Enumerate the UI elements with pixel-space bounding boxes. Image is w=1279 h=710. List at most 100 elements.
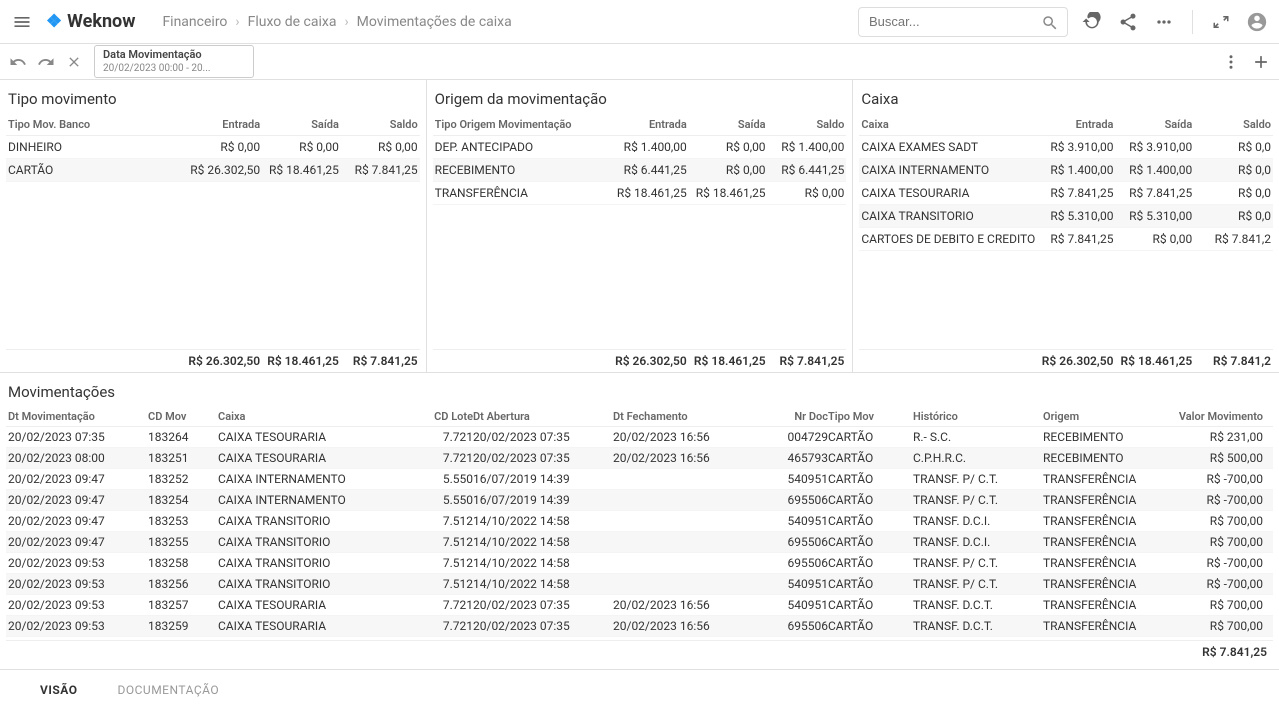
- cell-saldo: R$ 0,0: [1192, 163, 1271, 177]
- cell-saida: R$ 5.310,00: [1113, 209, 1192, 223]
- col-header[interactable]: Saldo: [766, 118, 845, 131]
- cell-tipo: CARTÃO: [828, 430, 913, 444]
- table-row[interactable]: CARTOES DE DEBITO E CREDITOR$ 7.841,25R$…: [859, 228, 1273, 251]
- col-header[interactable]: Tipo Mov. Banco: [8, 118, 181, 131]
- table-row[interactable]: 20/02/2023 09:53183258CAIXA TRANSITORIO7…: [6, 553, 1273, 574]
- redo-icon[interactable]: [36, 52, 56, 72]
- col-header[interactable]: Entrada: [1035, 118, 1114, 131]
- cell-tipo: CARTÃO: [828, 472, 913, 486]
- share-icon[interactable]: [1116, 10, 1140, 34]
- col-header[interactable]: CD Mov: [148, 410, 218, 423]
- collapse-icon[interactable]: [1209, 10, 1233, 34]
- filter-chip-date[interactable]: Data Movimentação 20/02/2023 00:00 - 20.…: [94, 45, 254, 78]
- close-icon[interactable]: [64, 52, 84, 72]
- col-header[interactable]: Caixa: [861, 118, 1034, 131]
- table-row[interactable]: CAIXA INTERNAMENTOR$ 1.400,00R$ 1.400,00…: [859, 159, 1273, 182]
- col-header[interactable]: CD Lote: [413, 410, 473, 423]
- cell-valor: R$ 700,00: [1163, 514, 1263, 528]
- table-row[interactable]: 20/02/2023 09:53183259CAIXA TESOURARIA7.…: [6, 616, 1273, 637]
- cell-hist: TRANSF. P/ C.T.: [913, 493, 1043, 507]
- cell-caixa: CAIXA TRANSITORIO: [218, 514, 413, 528]
- cell-saida: R$ 1.400,00: [1113, 163, 1192, 177]
- col-header[interactable]: Histórico: [913, 410, 1043, 423]
- table-row[interactable]: CARTÃOR$ 26.302,50R$ 18.461,25R$ 7.841,2…: [6, 159, 420, 182]
- search-wrap: [858, 7, 1068, 37]
- cell-nr: 465793: [753, 451, 828, 465]
- cell-valor: R$ 700,00: [1163, 619, 1263, 633]
- breadcrumb-item[interactable]: Fluxo de caixa: [248, 14, 337, 30]
- undo-icon[interactable]: [8, 52, 28, 72]
- table-row[interactable]: DEP. ANTECIPADOR$ 1.400,00R$ 0,00R$ 1.40…: [433, 136, 847, 159]
- account-icon[interactable]: [1245, 10, 1269, 34]
- col-header[interactable]: Origem: [1043, 410, 1163, 423]
- col-header[interactable]: Tipo Origem Movimentação: [435, 118, 608, 131]
- footer-saida: R$ 18.461,25: [1113, 354, 1192, 368]
- cell-caixa: CAIXA TESOURARIA: [218, 430, 413, 444]
- cell-saida: R$ 0,00: [1113, 232, 1192, 246]
- cell-orig: TRANSFERÊNCIA: [1043, 535, 1163, 549]
- col-header[interactable]: Dt Fechamento: [613, 410, 753, 423]
- col-header[interactable]: Saldo: [339, 118, 418, 131]
- cell-abert: 20/02/2023 07:35: [473, 598, 613, 612]
- cell-cd: 183255: [148, 535, 218, 549]
- footer-entrada: R$ 26.302,50: [181, 354, 260, 368]
- cell-caixa: CAIXA TESOURARIA: [218, 598, 413, 612]
- col-header[interactable]: Entrada: [608, 118, 687, 131]
- table-row[interactable]: CAIXA EXAMES SADTR$ 3.910,00R$ 3.910,00R…: [859, 136, 1273, 159]
- more-vertical-icon[interactable]: [1221, 52, 1241, 72]
- movim-total: R$ 7.841,25: [6, 640, 1273, 663]
- cell-dt: 20/02/2023 08:00: [8, 451, 148, 465]
- col-header[interactable]: Saída: [687, 118, 766, 131]
- breadcrumb-item[interactable]: Financeiro: [162, 14, 227, 30]
- more-icon[interactable]: [1152, 10, 1176, 34]
- search-icon[interactable]: [1038, 11, 1062, 35]
- col-header[interactable]: Dt Abertura: [473, 410, 613, 423]
- cell-valor: R$ 700,00: [1163, 535, 1263, 549]
- movim-body[interactable]: 20/02/2023 07:35183264CAIXA TESOURARIA7.…: [6, 427, 1273, 640]
- hamburger-icon[interactable]: [10, 10, 34, 34]
- cell-lote: 7.721: [413, 430, 473, 444]
- table-row[interactable]: 20/02/2023 08:00183251CAIXA TESOURARIA7.…: [6, 448, 1273, 469]
- tab-visao[interactable]: VISÃO: [40, 683, 77, 697]
- refresh-icon[interactable]: [1080, 10, 1104, 34]
- table-row[interactable]: TRANSFERÊNCIAR$ 18.461,25R$ 18.461,25R$ …: [433, 182, 847, 205]
- col-header[interactable]: Entrada: [181, 118, 260, 131]
- table-row[interactable]: 20/02/2023 07:35183264CAIXA TESOURARIA7.…: [6, 427, 1273, 448]
- cell-lote: 5.550: [413, 493, 473, 507]
- table-row[interactable]: RECEBIMENTOR$ 6.441,25R$ 0,00R$ 6.441,25: [433, 159, 847, 182]
- cell-cd: 183252: [148, 472, 218, 486]
- table-row[interactable]: 20/02/2023 09:53183256CAIXA TRANSITORIO7…: [6, 574, 1273, 595]
- cell-orig: RECEBIMENTO: [1043, 451, 1163, 465]
- breadcrumb-item[interactable]: Movimentações de caixa: [357, 14, 512, 30]
- filter-right-actions: [1221, 52, 1271, 72]
- panel-origem: Origem da movimentação Tipo Origem Movim…: [427, 80, 854, 372]
- bottom-tabs: VISÃO DOCUMENTAÇÃO: [0, 669, 1279, 709]
- table-row[interactable]: 20/02/2023 09:47183255CAIXA TRANSITORIO7…: [6, 532, 1273, 553]
- table-row[interactable]: DINHEIROR$ 0,00R$ 0,00R$ 0,00: [6, 136, 420, 159]
- table-row[interactable]: 20/02/2023 09:47183252CAIXA INTERNAMENTO…: [6, 469, 1273, 490]
- cell-cd: 183256: [148, 577, 218, 591]
- chevron-right-icon: ›: [344, 14, 348, 30]
- table-row[interactable]: 20/02/2023 09:47183253CAIXA TRANSITORIO7…: [6, 511, 1273, 532]
- cell-entrada: R$ 26.302,50: [181, 163, 260, 177]
- table-row[interactable]: 20/02/2023 09:53183257CAIXA TESOURARIA7.…: [6, 595, 1273, 616]
- col-header[interactable]: Caixa: [218, 410, 413, 423]
- col-header[interactable]: Saldo: [1192, 118, 1271, 131]
- table-row[interactable]: CAIXA TRANSITORIOR$ 5.310,00R$ 5.310,00R…: [859, 205, 1273, 228]
- cell-saida: R$ 3.910,00: [1113, 140, 1192, 154]
- table-row[interactable]: CAIXA TESOURARIAR$ 7.841,25R$ 7.841,25R$…: [859, 182, 1273, 205]
- logo[interactable]: ❖ Weknow: [46, 11, 135, 32]
- col-header[interactable]: Saída: [1113, 118, 1192, 131]
- table-row[interactable]: 20/02/2023 09:47183254CAIXA INTERNAMENTO…: [6, 490, 1273, 511]
- tab-documentacao[interactable]: DOCUMENTAÇÃO: [117, 683, 219, 697]
- search-input[interactable]: [858, 7, 1068, 37]
- table-header: Tipo Mov. Banco Entrada Saída Saldo: [6, 114, 420, 136]
- cell-dt: 20/02/2023 09:53: [8, 556, 148, 570]
- col-header[interactable]: Nr Doc: [753, 410, 828, 423]
- col-header[interactable]: Saída: [260, 118, 339, 131]
- cell-orig: TRANSFERÊNCIA: [1043, 556, 1163, 570]
- plus-icon[interactable]: [1251, 52, 1271, 72]
- col-header[interactable]: Dt Movimentação: [8, 410, 148, 423]
- col-header[interactable]: Valor Movimento: [1163, 410, 1263, 423]
- col-header[interactable]: Tipo Mov: [828, 410, 913, 423]
